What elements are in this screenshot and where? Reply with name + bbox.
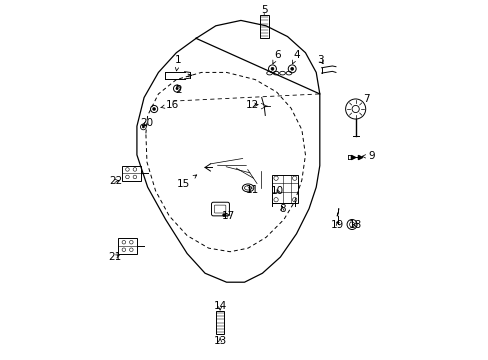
- Text: 4: 4: [292, 50, 299, 64]
- Text: 9: 9: [362, 151, 374, 161]
- Text: 8: 8: [278, 204, 285, 215]
- Text: 21: 21: [108, 252, 121, 262]
- Text: 5: 5: [261, 5, 267, 15]
- FancyBboxPatch shape: [211, 202, 229, 216]
- Bar: [272, 175, 298, 203]
- Text: 7: 7: [363, 94, 369, 104]
- Text: 10: 10: [271, 186, 284, 197]
- Text: 19: 19: [330, 220, 344, 230]
- Circle shape: [176, 87, 178, 90]
- Text: 16: 16: [161, 100, 179, 110]
- Circle shape: [222, 214, 225, 217]
- Text: 15: 15: [177, 175, 196, 189]
- Text: 13: 13: [213, 336, 226, 346]
- Text: 1: 1: [175, 55, 181, 71]
- Text: 22: 22: [108, 176, 122, 186]
- Bar: [122, 166, 140, 181]
- Bar: [260, 15, 268, 39]
- Text: 11: 11: [245, 185, 259, 195]
- Text: 17: 17: [221, 211, 235, 221]
- Text: 14: 14: [213, 301, 226, 311]
- Circle shape: [270, 67, 273, 70]
- Text: 18: 18: [347, 220, 361, 230]
- Text: 6: 6: [272, 50, 280, 64]
- Text: 12: 12: [245, 100, 259, 110]
- Circle shape: [290, 67, 293, 70]
- Circle shape: [142, 126, 144, 128]
- Text: 3: 3: [317, 55, 323, 65]
- Text: 2: 2: [175, 85, 181, 95]
- Text: 20: 20: [140, 118, 153, 128]
- Bar: [118, 238, 137, 253]
- Circle shape: [152, 108, 155, 111]
- Bar: [215, 311, 224, 334]
